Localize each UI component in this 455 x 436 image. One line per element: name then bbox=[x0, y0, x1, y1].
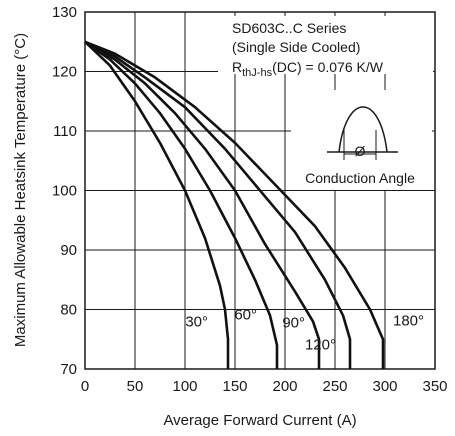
x-tick-label: 0 bbox=[81, 378, 89, 395]
annotation-rth-value: (DC) = 0.076 K/W bbox=[272, 59, 384, 75]
series-label: 120° bbox=[305, 336, 336, 353]
y-tick-label: 100 bbox=[52, 183, 77, 200]
x-tick-label: 200 bbox=[272, 378, 297, 395]
y-tick-label: 70 bbox=[60, 361, 77, 378]
annotation-rth: RthJ-hs(DC) = 0.076 K/W bbox=[232, 59, 384, 79]
x-axis-ticks: 0 50 100 150 200 250 300 350 bbox=[81, 378, 448, 395]
annotation-series-line: SD603C..C Series bbox=[232, 20, 346, 36]
series-line bbox=[84, 40, 279, 369]
y-tick-label: 130 bbox=[52, 4, 77, 21]
y-axis-title: Maximum Allowable Heatsink Temperature (… bbox=[12, 33, 29, 347]
annotation-rth-subscript: thJ-hs bbox=[242, 67, 272, 79]
inset-sine-pulse bbox=[338, 106, 388, 153]
series-label: 180° bbox=[393, 312, 424, 329]
series-line bbox=[84, 40, 385, 369]
x-axis-title: Average Forward Current (A) bbox=[163, 412, 356, 429]
inset-angle-symbol: Ø bbox=[355, 143, 366, 159]
annotation-cooling-line: (Single Side Cooled) bbox=[232, 39, 360, 55]
series-group bbox=[84, 40, 385, 369]
series-line bbox=[84, 40, 321, 369]
series-line bbox=[84, 40, 230, 369]
series-label: 30° bbox=[185, 313, 208, 330]
y-tick-label: 80 bbox=[60, 302, 77, 319]
y-tick-label: 120 bbox=[52, 64, 77, 81]
y-axis-ticks: 70 80 90 100 110 120 130 bbox=[52, 4, 77, 378]
plot-frame bbox=[84, 11, 436, 370]
annotation-background bbox=[218, 16, 433, 74]
x-tick-label: 150 bbox=[222, 378, 247, 395]
inset-caption: Conduction Angle bbox=[305, 170, 415, 186]
conduction-angle-inset: Ø Conduction Angle bbox=[291, 90, 432, 190]
x-tick-label: 250 bbox=[322, 378, 347, 395]
series-label: 90° bbox=[282, 314, 305, 331]
x-tick-label: 100 bbox=[172, 378, 197, 395]
y-tick-label: 90 bbox=[60, 242, 77, 259]
x-tick-label: 350 bbox=[422, 378, 447, 395]
curve-labels: 30° 60° 90°120° 180° bbox=[185, 306, 424, 353]
series-label: 60° bbox=[234, 306, 257, 323]
series-line bbox=[84, 40, 352, 369]
x-tick-label: 300 bbox=[372, 378, 397, 395]
annotation-rth-main: R bbox=[232, 59, 242, 75]
y-tick-label: 110 bbox=[53, 123, 77, 140]
x-tick-label: 50 bbox=[127, 378, 144, 395]
